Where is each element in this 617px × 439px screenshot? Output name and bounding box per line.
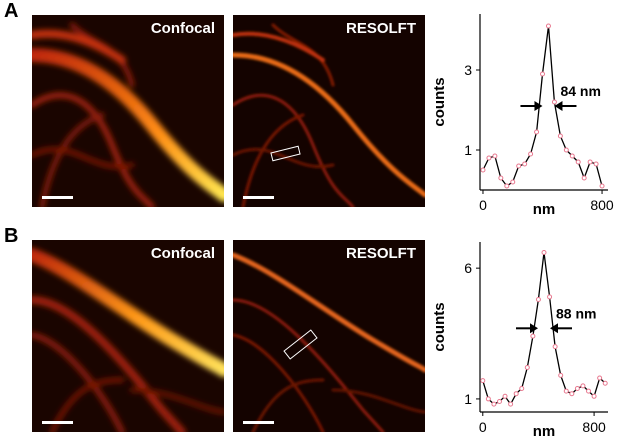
data-point xyxy=(574,385,580,391)
data-point xyxy=(597,375,603,381)
profile-line xyxy=(482,25,603,187)
data-point xyxy=(552,344,558,350)
profile-line xyxy=(482,252,606,406)
data-point xyxy=(581,175,587,181)
data-point xyxy=(541,249,547,255)
data-point xyxy=(557,133,563,139)
data-point xyxy=(534,129,540,135)
data-point xyxy=(519,385,525,391)
y-tick-label: 1 xyxy=(464,142,472,158)
data-point xyxy=(513,391,519,397)
y-tick-label: 6 xyxy=(464,260,472,276)
x-tick-label: 0 xyxy=(479,197,487,213)
line-profile-chart-b: 1 6 0 800 nm counts 88 nm xyxy=(431,242,608,438)
confocal-image-a: Confocal xyxy=(32,15,224,207)
data-point xyxy=(569,391,575,397)
data-point xyxy=(591,393,597,399)
data-point xyxy=(510,179,516,185)
resolft-label-b: RESOLFT xyxy=(346,245,416,262)
y-axis-label: counts xyxy=(431,302,448,351)
scale-bar-a-resolft xyxy=(243,196,274,199)
confocal-label-a: Confocal xyxy=(150,20,215,37)
data-point xyxy=(522,161,528,167)
fwhm-arrows xyxy=(516,323,572,334)
data-point xyxy=(528,151,534,157)
data-point xyxy=(508,401,514,407)
data-point xyxy=(492,153,498,159)
data-point xyxy=(586,388,592,394)
fwhm-left-arrowhead xyxy=(530,323,538,334)
panel-letter-b: B xyxy=(4,225,19,247)
line-profile-chart-a: 1 3 0 800 nm counts 84 nm xyxy=(431,14,614,218)
fwhm-right-arrowhead xyxy=(554,101,563,111)
resolft-image-b-texture xyxy=(233,240,425,432)
resolft-image-a-texture xyxy=(233,15,425,207)
resolft-image-a: RESOLFT xyxy=(233,15,425,207)
fwhm-arrows xyxy=(520,101,577,111)
data-point xyxy=(480,167,486,173)
data-point xyxy=(558,372,564,378)
x-tick-label: 0 xyxy=(479,419,487,435)
data-point xyxy=(580,383,586,389)
data-point xyxy=(599,183,605,189)
fwhm-left-arrowhead xyxy=(534,101,543,111)
data-point xyxy=(545,23,551,29)
resolft-image-b: RESOLFT xyxy=(233,240,425,432)
data-point xyxy=(547,294,553,300)
data-point xyxy=(551,99,557,105)
data-point xyxy=(491,401,497,407)
data-point xyxy=(480,378,486,384)
confocal-image-b-texture xyxy=(32,240,224,432)
data-point xyxy=(486,155,492,161)
fwhm-annotation: 84 nm xyxy=(560,83,600,99)
scale-bar-b-confocal xyxy=(42,421,73,424)
confocal-image-b: Confocal xyxy=(32,240,224,432)
data-point xyxy=(563,388,569,394)
data-point xyxy=(587,159,593,165)
data-point xyxy=(516,163,522,169)
data-point xyxy=(530,333,536,339)
data-point xyxy=(504,183,510,189)
confocal-image-a-texture xyxy=(32,15,224,207)
data-point xyxy=(540,71,546,77)
data-point xyxy=(575,159,581,165)
x-tick-label: 800 xyxy=(590,197,614,213)
y-tick-label: 3 xyxy=(464,62,472,78)
y-axis-label: counts xyxy=(431,77,448,126)
data-point xyxy=(496,399,502,405)
fwhm-right-arrowhead xyxy=(550,323,558,334)
data-point xyxy=(502,393,508,399)
data-point xyxy=(593,161,599,167)
data-point xyxy=(602,380,608,386)
resolft-label-a: RESOLFT xyxy=(346,20,416,37)
fwhm-annotation: 88 nm xyxy=(556,305,596,321)
x-axis-label: nm xyxy=(533,201,556,218)
data-point xyxy=(569,153,575,159)
confocal-label-b: Confocal xyxy=(150,245,215,262)
y-tick-label: 1 xyxy=(464,391,472,407)
data-point xyxy=(485,396,491,402)
data-point xyxy=(563,147,569,153)
x-axis-label: nm xyxy=(533,423,556,438)
panel-letter-a: A xyxy=(4,0,19,22)
data-point xyxy=(524,365,530,371)
data-point xyxy=(498,175,504,181)
data-point xyxy=(535,297,541,303)
x-tick-label: 800 xyxy=(582,419,606,435)
scale-bar-a-confocal xyxy=(42,196,73,199)
scale-bar-b-resolft xyxy=(243,421,274,424)
